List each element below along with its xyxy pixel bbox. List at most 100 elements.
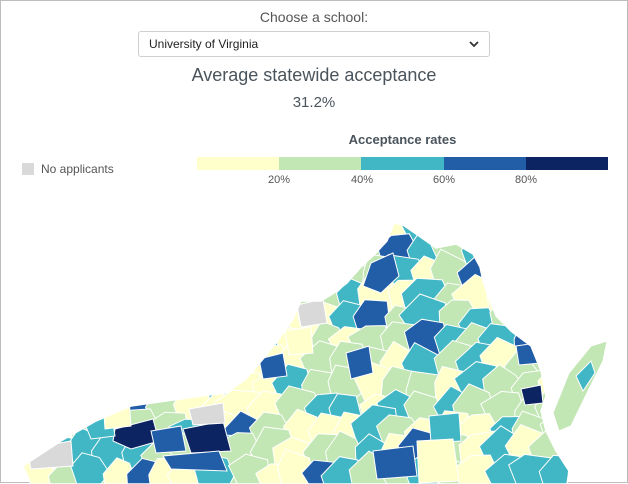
county-area [13,364,53,409]
county-area [566,436,602,478]
county-area [146,258,185,293]
county-area [271,231,320,279]
county-area [1,418,31,451]
county-area [351,191,395,225]
eastern-shore [553,341,607,431]
county-area [145,281,184,320]
county-area [36,209,90,261]
county-area [1,327,30,365]
county-area [302,214,348,256]
county-area [259,353,287,379]
county-area [172,231,215,283]
county-area [220,255,264,295]
county-area [195,258,244,298]
county-area [47,260,87,300]
county-area [564,242,605,272]
county-area [13,388,62,432]
county-area [253,237,295,278]
county-area [196,320,239,362]
county-area [98,375,133,410]
county-area [1,279,26,318]
county-area [579,235,628,281]
county-area [144,323,189,363]
county-area [206,189,243,225]
county-area [74,344,111,378]
county-area [277,214,315,250]
county-area [120,323,161,368]
county-area [511,297,555,341]
county-area [532,215,575,255]
county-area [510,274,557,322]
county-area [42,196,82,233]
county-area [281,254,317,291]
county-area [143,191,186,239]
county-area [167,279,213,323]
county-area [15,257,59,301]
county-area [99,341,139,381]
county-area [90,216,133,259]
county-area [1,388,40,430]
county-area [45,282,84,325]
county-area [534,248,576,299]
county-area [128,282,162,322]
county-area [44,307,87,346]
county-area [529,185,579,231]
county-area [44,346,86,385]
county-area [13,189,58,231]
county-area [143,298,194,346]
county-area [18,238,56,275]
county-area [534,240,572,279]
county-area [32,366,84,414]
county-area [1,191,30,227]
county-area [327,191,364,234]
county-area [218,324,263,367]
county-area [563,301,604,338]
county-area [514,216,554,255]
county-area [582,455,627,484]
county-area [91,256,130,292]
county-area [568,458,605,484]
county-area [49,238,87,276]
county-area [1,343,32,388]
county-area [65,184,109,231]
county-area [142,352,181,390]
county-area [189,343,240,389]
county-area [126,187,161,228]
county-area [177,347,212,385]
county-area [462,190,499,231]
county-area [225,214,265,251]
county-area [63,219,106,254]
county-area [94,309,133,344]
county-area [1,263,32,299]
county-area [373,446,417,479]
county-area [74,261,116,301]
county-area [488,216,529,254]
county-area [151,426,186,453]
county-area [567,211,601,248]
county-area [224,231,260,274]
county-area [16,283,56,320]
county-area [195,300,240,344]
county-area [1,306,39,347]
county-area [429,413,461,443]
county-area [95,278,136,320]
county-area [485,261,519,300]
county-area [90,236,131,277]
county-area [91,189,134,235]
county-area [521,385,543,405]
county-area [273,193,319,239]
county-area [200,229,243,269]
county-area [591,254,628,294]
county-area [172,192,210,229]
county-area [118,252,168,296]
county-area [195,217,239,258]
county-area [251,192,291,232]
county-area [73,273,109,319]
county-area [1,208,35,253]
county-area [535,304,577,344]
county-area [434,191,473,230]
county-area [169,320,208,359]
county-area [228,282,263,323]
county-area [1,235,35,280]
